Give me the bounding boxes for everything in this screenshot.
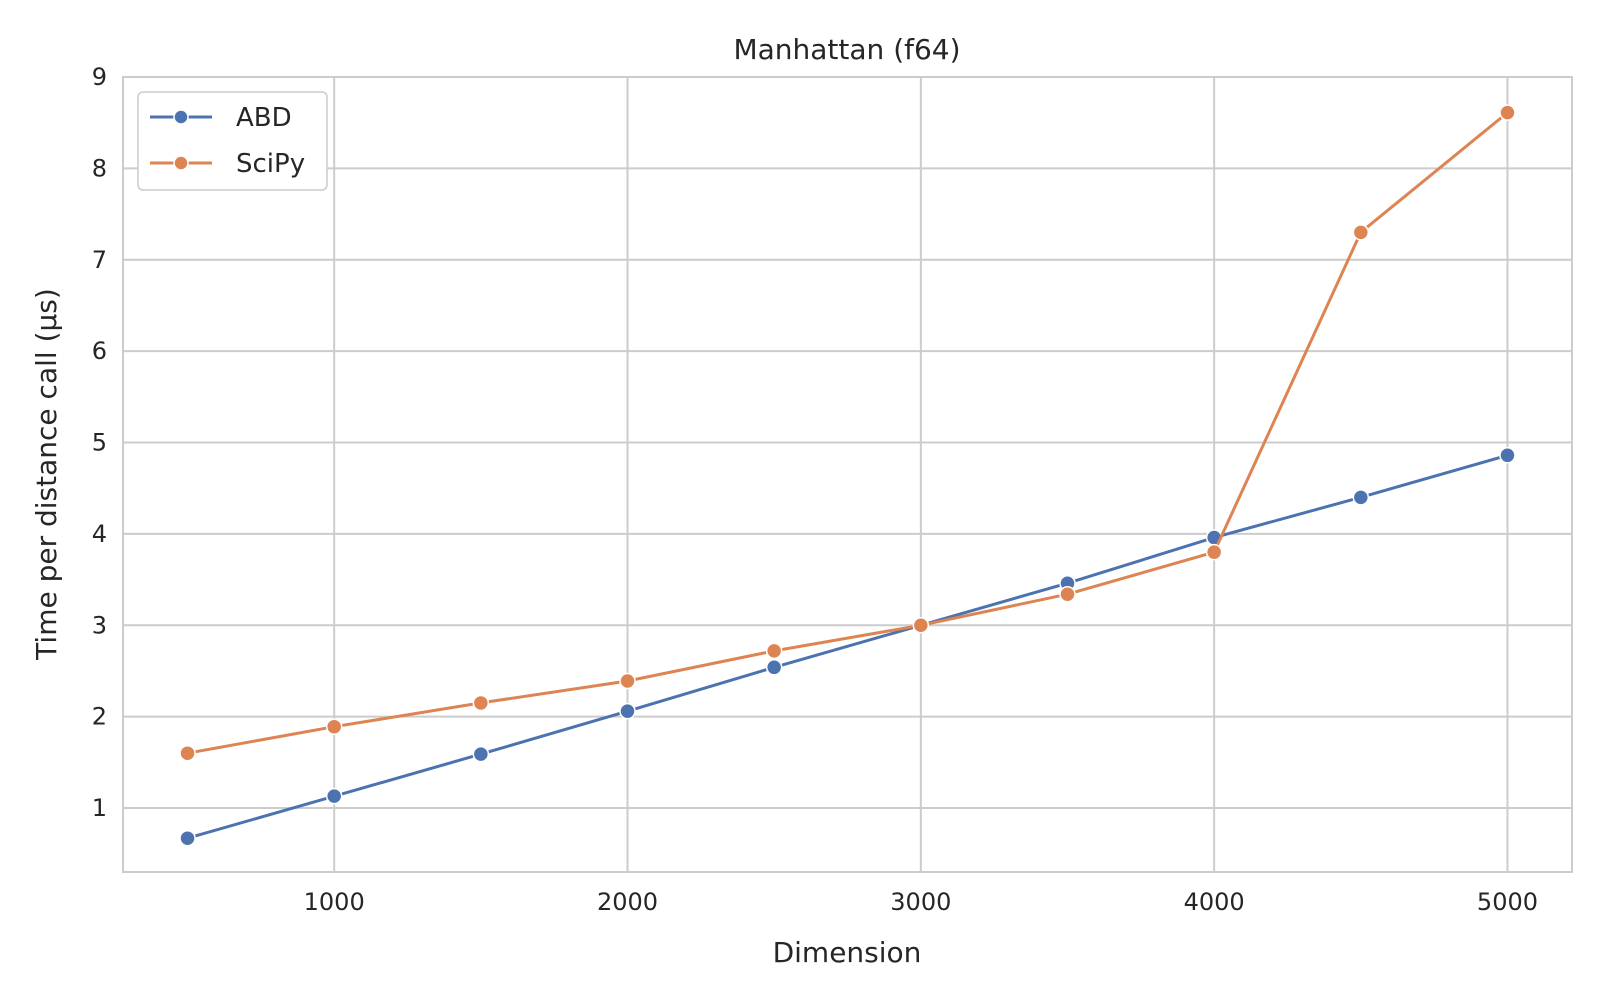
- point-abd-4500: [1352, 489, 1370, 506]
- y-tick-label-7: 7: [92, 246, 107, 274]
- y-tick-label-9: 9: [92, 63, 107, 91]
- y-axis-ticks: 1 2 3 4 5 6 7 8 9: [92, 63, 107, 822]
- legend-marker-abd: [173, 109, 189, 125]
- series-layer: [179, 104, 1516, 847]
- y-tick-label-5: 5: [92, 429, 107, 457]
- x-tick-label-1000: 1000: [304, 888, 365, 916]
- point-scipy-5000: [1499, 104, 1516, 121]
- legend-marker-scipy: [173, 155, 189, 171]
- x-axis-ticks: 1000 2000 3000 4000 5000: [304, 888, 1538, 916]
- series-line-abd: [186, 453, 1509, 840]
- point-abd-1500: [472, 745, 490, 763]
- point-scipy-4000: [1205, 543, 1223, 561]
- plot-frame: [122, 76, 1573, 873]
- plot-background: [123, 77, 1572, 872]
- y-tick-label-2: 2: [92, 703, 107, 731]
- point-scipy-2500: [765, 642, 783, 660]
- x-tick-label-4000: 4000: [1184, 888, 1245, 916]
- point-scipy-2000: [619, 672, 636, 690]
- point-scipy-4500: [1352, 224, 1370, 241]
- point-scipy-1500: [472, 694, 490, 712]
- y-tick-label-3: 3: [92, 611, 107, 639]
- point-scipy-3500: [1059, 585, 1076, 603]
- legend-label-abd: ABD: [236, 103, 292, 133]
- y-axis-title: Time per distance call (µs): [30, 288, 63, 661]
- series-line-scipy: [186, 111, 1509, 755]
- point-abd-500: [179, 829, 196, 847]
- y-tick-label-1: 1: [92, 794, 107, 822]
- y-tick-label-4: 4: [92, 520, 107, 548]
- legend-item-abd: ABD: [150, 103, 292, 133]
- point-scipy-500: [179, 744, 196, 762]
- legend-item-scipy: SciPy: [150, 149, 305, 179]
- legend-label-scipy: SciPy: [236, 149, 305, 179]
- x-axis-title: Dimension: [773, 936, 922, 969]
- point-abd-2500: [765, 659, 783, 676]
- point-abd-1000: [325, 787, 343, 805]
- point-abd-5000: [1499, 447, 1516, 464]
- point-scipy-3000: [912, 617, 930, 634]
- x-tick-label-5000: 5000: [1477, 888, 1538, 916]
- x-tick-label-2000: 2000: [597, 888, 658, 916]
- legend: ABD SciPy: [137, 91, 328, 191]
- point-scipy-1000: [325, 718, 343, 735]
- chart-title: Manhattan (f64): [733, 33, 960, 66]
- x-tick-label-3000: 3000: [890, 888, 951, 916]
- point-abd-2000: [619, 702, 636, 720]
- y-tick-label-6: 6: [92, 337, 107, 365]
- series-scipy: [179, 104, 1516, 762]
- y-tick-label-8: 8: [92, 154, 107, 182]
